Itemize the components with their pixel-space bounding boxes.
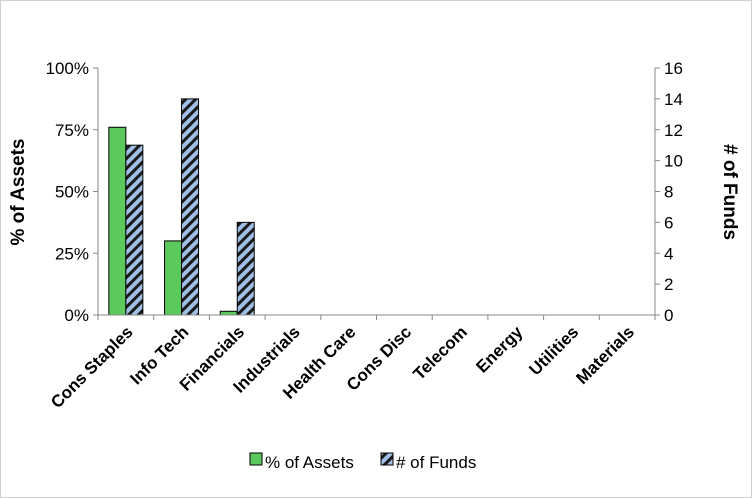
right-tick-label: 16 bbox=[664, 59, 683, 78]
left-tick-label: 25% bbox=[55, 244, 89, 263]
left-axis: 0% 25% 50% 75% 100% bbox=[46, 59, 99, 325]
bar-funds bbox=[236, 221, 255, 316]
right-tick-label: 4 bbox=[664, 244, 673, 263]
left-tick-label: 75% bbox=[55, 121, 89, 140]
legend-label-funds: # of Funds bbox=[396, 453, 476, 472]
y-axis-title-right: # of Funds bbox=[719, 144, 740, 240]
plot-area bbox=[108, 98, 255, 316]
left-tick-label: 0% bbox=[64, 306, 89, 325]
bar-funds bbox=[181, 98, 200, 316]
bar-funds bbox=[125, 144, 144, 316]
legend-swatch-assets bbox=[249, 452, 263, 466]
legend: % of Assets # of Funds bbox=[249, 452, 476, 472]
right-tick-label: 10 bbox=[664, 152, 683, 171]
right-tick-label: 14 bbox=[664, 90, 683, 109]
right-tick-label: 0 bbox=[664, 306, 673, 325]
legend-swatch-funds bbox=[380, 452, 394, 466]
y-axis-title-left: % of Assets bbox=[8, 139, 29, 246]
right-tick-label: 8 bbox=[664, 183, 673, 202]
bar-assets bbox=[164, 240, 183, 316]
legend-label-assets: % of Assets bbox=[265, 453, 354, 472]
left-tick-label: 100% bbox=[46, 59, 89, 78]
bar-assets bbox=[108, 126, 127, 316]
right-tick-label: 2 bbox=[664, 275, 673, 294]
left-tick-label: 50% bbox=[55, 183, 89, 202]
right-tick-label: 12 bbox=[664, 121, 683, 140]
right-axis: 0 2 4 6 8 10 12 14 16 bbox=[654, 59, 683, 325]
right-tick-label: 6 bbox=[664, 213, 673, 232]
bar-assets bbox=[219, 310, 238, 316]
